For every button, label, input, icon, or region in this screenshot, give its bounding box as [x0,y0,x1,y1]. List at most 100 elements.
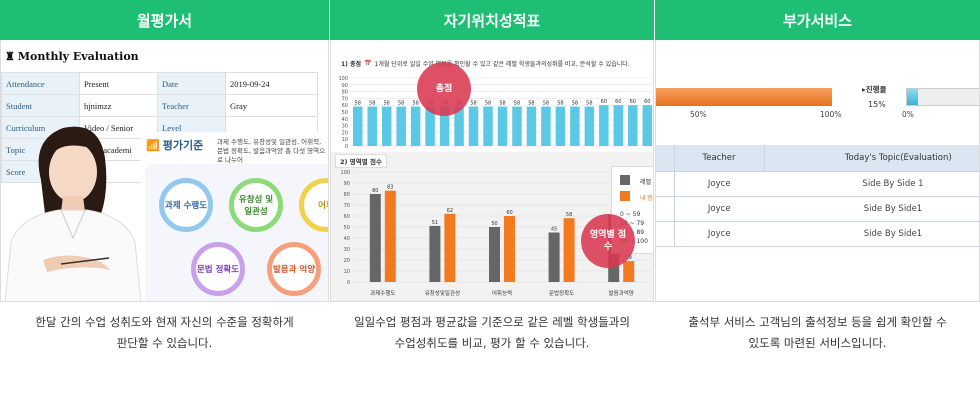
bar [504,216,515,282]
bar [483,106,493,146]
table-row: Attendance Present Date 2019-09-24 [1,72,318,95]
bar [563,218,575,282]
cell-key: Date [157,72,226,95]
y-tick-label: 30 [344,247,350,253]
criteria-box: 과제 수행도 유창성 및 일관성 어휘 문법 정확도 발음과 억양 [145,164,328,301]
teacher-photo [4,126,141,301]
data-label: 58 [528,101,534,107]
progress-bar [906,88,979,106]
progress-track [656,88,832,106]
data-label: 58 [485,101,491,107]
description-line: 일일수업 평점과 평균값을 기준으로 같은 레벨 학생들과의 [354,315,630,329]
data-label: 60 [630,99,636,105]
data-label: 58 [572,101,578,107]
cell-value: Present [79,72,158,95]
scale-label: 50% [690,110,707,119]
y-tick-label: 0 [347,280,350,286]
topic-cell: Side By Side1 [764,221,979,247]
topic-cell: Side By Side1 [764,196,979,222]
bar [599,105,609,146]
x-tick-label: 문법정확도 [549,289,574,297]
monthly-evaluation-title: ♜ Monthly Evaluation [5,50,139,63]
bar [526,106,537,146]
description-line: 출석부 서비스 고객님의 출석정보 등을 쉽게 확인할 수 [688,315,947,329]
x-tick-label: 어휘능력 [492,289,512,297]
table-header-row: Teacher Today's Topic(Evaluation) [656,145,979,172]
header-cell [656,145,675,172]
column-header: 월평가서 [0,0,329,40]
bar [444,213,456,282]
data-label: 60 [644,99,650,105]
data-label: 58 [355,101,361,107]
y-tick-label: 90 [344,181,350,187]
table-row: Joyce Side By Side 1 [656,171,979,197]
y-tick-label: 30 [342,124,348,130]
x-tick-label: 유창성및일관성 [425,289,460,297]
data-label: 58 [514,101,520,107]
total-section-label: 1) 총점 📅 1개월 단위로 일일 수업 평점을 확인할 수 있고 같은 레벨… [341,59,630,68]
data-label: 58 [566,212,572,218]
column-description: 일일수업 평점과 평균값을 기준으로 같은 레벨 학생들과의 수업성취도를 비교… [330,312,654,354]
criteria-card: 📶 평가기준 과제 수행도, 유창성및 일관성, 어휘력, 문법 정확도, 발음… [141,132,328,301]
criteria-circle: 어휘 [299,178,328,232]
calendar-icon: 📅 [364,60,372,67]
bar [410,106,421,146]
data-label: 58 [384,101,390,107]
legend-swatch [620,175,630,185]
bar [613,105,624,146]
description-line: 수업성취도를 비교, 평가 할 수 있습니다. [394,336,590,350]
bar [570,106,580,146]
y-tick-label: 60 [344,214,350,220]
y-tick-label: 80 [342,90,348,96]
teacher-cell: Joyce [674,221,764,247]
y-tick-label: 40 [344,236,350,242]
y-tick-label: 80 [344,192,350,198]
progress-label: ▸진행율 [862,85,887,94]
y-tick-label: 60 [342,103,348,109]
bar [439,106,450,146]
bar [396,106,406,146]
row-cell [656,221,675,247]
progress-fill-orange [656,88,832,106]
progress-label-text: 진행율 [865,85,887,94]
section-description: 1개월 단위로 일일 수업 평점을 확인할 수 있고 같은 레벨 학생들과의성취… [374,61,630,68]
data-label: 50 [491,221,497,227]
data-label: 58 [557,101,563,107]
extra-service-screenshot: ▸진행율 15% 50% 100% 0% Teacher Today's Top… [655,40,980,302]
progress-fill [907,89,918,105]
monthly-evaluation-screenshot: ♜ Monthly Evaluation Attendance Present Da… [0,40,329,302]
y-tick-label: 70 [344,203,350,209]
bar [429,225,441,282]
column-header: 자기위치성적표 [330,0,654,40]
cell-key: Teacher [157,94,226,117]
bar [425,106,435,146]
criteria-title-text: 평가기준 [162,139,204,152]
bar [454,106,464,146]
bar [381,106,392,146]
data-label: 62 [447,208,453,214]
legend-range: 0 ~ 59 [620,211,641,218]
header-cell: Teacher [674,145,765,172]
criteria-description: 과제 수행도, 유창성및 일관성, 어휘력, 문법 정확도, 발음과억양 총 다… [217,138,326,164]
bar [548,232,560,282]
scale-label: 100% [820,110,842,119]
criteria-circle: 유창성 및 일관성 [229,178,283,232]
bar [353,106,363,146]
table-row: Joyce Side By Side1 [656,221,979,247]
data-label: 58 [586,101,592,107]
progress-value: 15% [868,100,886,109]
data-label: 58 [470,101,476,107]
description-line: 한달 간의 수업 성취도와 현재 자신의 수준을 정확하게 [35,315,294,329]
data-label: 58 [543,101,549,107]
bar [512,106,522,146]
monthly-title-text: Monthly Evaluation [17,50,139,63]
bar [468,106,479,146]
x-tick-label: 과제수행도 [370,289,395,297]
cell-key: Attendance [1,72,80,95]
y-tick-label: 10 [344,269,350,275]
column-description: 출석부 서비스 고객님의 출석정보 등을 쉽게 확인할 수 있도록 마련된 서비… [655,312,980,354]
criteria-circle: 과제 수행도 [159,178,213,232]
description-line: 판단할 수 있습니다. [116,336,213,350]
table-row: Joyce Side By Side1 [656,196,979,222]
